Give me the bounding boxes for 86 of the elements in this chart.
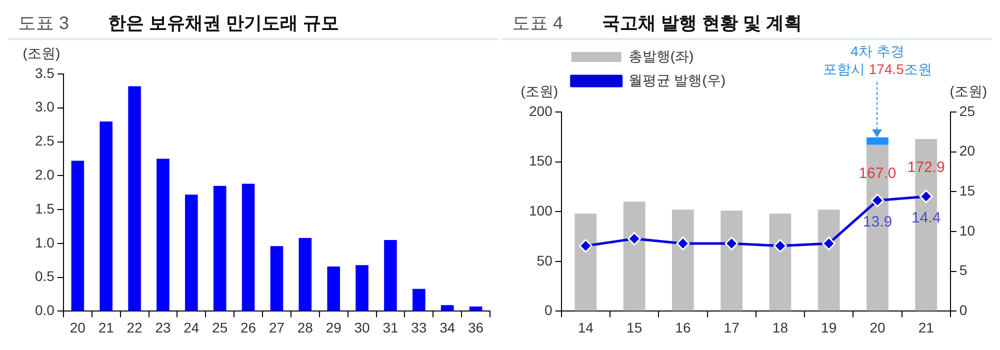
point [724, 236, 738, 250]
chart-title: 한은 보유채권 만기도래 규모 [108, 12, 340, 35]
bar [298, 238, 312, 311]
bar [185, 194, 198, 311]
y2-tick-label: 10 [959, 222, 976, 238]
bar [469, 306, 482, 311]
chart-title: 국고채 발행 현황 및 계획 [602, 12, 802, 35]
bar [156, 158, 170, 311]
x-tick-label: 20 [70, 319, 86, 336]
bar [242, 184, 255, 311]
x-tick-label: 34 [440, 319, 456, 336]
bar [440, 305, 454, 311]
x-tick-label: 29 [326, 319, 342, 336]
y2-tick-label: 0 [959, 302, 968, 318]
bar [866, 137, 888, 145]
y-tick-label: 100 [529, 202, 553, 218]
text: 도표 3 [17, 12, 70, 35]
x-tick-label: 22 [126, 319, 143, 336]
x-tick-label: 30 [354, 319, 370, 336]
bar [71, 160, 84, 311]
data-label: 14.4 [912, 209, 941, 226]
text: 도표 4 [511, 12, 564, 35]
y-tick-label: 200 [529, 102, 553, 119]
y-tick-label: 2.0 [34, 166, 55, 183]
point [822, 236, 836, 250]
x-tick-label: 26 [240, 319, 256, 336]
x-tick-label: 14 [578, 319, 594, 336]
bar [672, 210, 694, 311]
legend-label: 총발행(좌) [628, 48, 694, 64]
bar [623, 202, 646, 311]
y2-axis-title: (조원) [950, 83, 988, 99]
data-label: 172.9 [907, 158, 945, 176]
y-tick-label: 3.5 [34, 64, 55, 81]
y2-tick-label: 15 [959, 182, 976, 199]
y-tick-label: 2.5 [34, 132, 55, 149]
annotation: 4차 추경 포함시 174.5조원 [823, 43, 932, 77]
y-axis-title: (조원) [22, 45, 60, 61]
x-tick-label: 21 [918, 319, 934, 336]
y2-tick-label: 20 [959, 142, 976, 159]
x-tick-label: 27 [268, 319, 285, 336]
x-tick-label: 21 [98, 319, 114, 336]
y-axis-title: (조원) [520, 83, 558, 99]
bar [384, 240, 397, 311]
y-tick-label: 0.0 [34, 302, 55, 318]
bar [128, 86, 141, 311]
x-tick-label: 33 [411, 319, 427, 336]
x-tick-label: 24 [184, 319, 200, 336]
y-tick-label: 1.5 [34, 200, 55, 216]
bar [213, 186, 226, 311]
bar [100, 121, 113, 311]
bar [574, 214, 597, 311]
data-label: 13.9 [862, 213, 892, 230]
y-tick-label: 3.0 [34, 98, 55, 115]
bar [720, 210, 743, 311]
y-tick-label: 0.5 [34, 268, 55, 284]
x-tick-label: 18 [772, 319, 788, 336]
bar [270, 246, 284, 311]
point [578, 239, 592, 253]
bar [412, 288, 426, 311]
x-tick-label: 20 [870, 319, 886, 336]
x-tick-label: 31 [382, 319, 398, 336]
y2-tick-label: 25 [959, 102, 976, 119]
y-tick-label: 0 [544, 302, 553, 318]
point [870, 194, 884, 208]
x-tick-label: 15 [626, 319, 642, 336]
point [773, 239, 787, 253]
point [919, 190, 933, 204]
x-tick-label: 16 [675, 319, 691, 336]
y-tick-label: 1.0 [34, 234, 55, 250]
y-tick-label: 50 [536, 252, 553, 268]
y-tick-label: 150 [529, 152, 553, 169]
x-tick-label: 19 [821, 319, 837, 336]
point [628, 232, 642, 246]
x-tick-label: 25 [212, 319, 228, 336]
legend-label: 월평균 발행(우) [628, 72, 726, 88]
bar [818, 210, 840, 311]
y2-tick-label: 5 [959, 262, 968, 278]
bar [769, 214, 792, 311]
bar [356, 265, 368, 311]
x-tick-label: 36 [468, 319, 484, 336]
bar [327, 266, 340, 311]
point [676, 236, 690, 250]
x-tick-label: 23 [155, 319, 171, 336]
x-tick-label: 28 [297, 319, 314, 336]
data-label: 167.0 [858, 164, 896, 182]
x-tick-label: 17 [724, 319, 740, 336]
